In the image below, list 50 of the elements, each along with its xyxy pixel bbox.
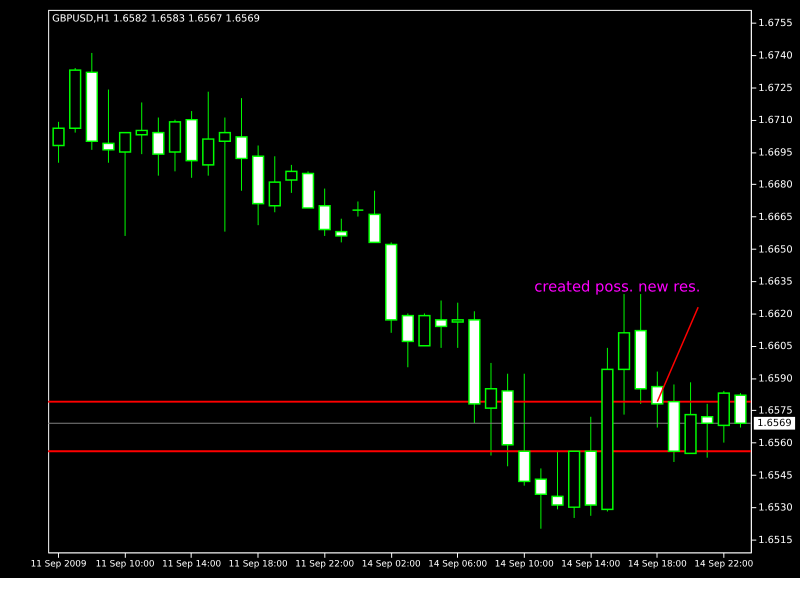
x-tick-label: 11 Sep 22:00	[295, 560, 355, 570]
candlestick	[551, 450, 564, 510]
x-tick-label: 11 Sep 14:00	[162, 560, 222, 570]
y-tick-label: 1.6650	[758, 244, 793, 256]
y-tick-label: 1.6725	[758, 82, 793, 94]
x-tick-label: 14 Sep 06:00	[428, 560, 488, 570]
x-tick-label: 11 Sep 10:00	[96, 560, 155, 570]
candlestick	[335, 218, 348, 243]
candlestick	[484, 362, 498, 456]
y-tick-label: 1.6620	[758, 308, 793, 320]
candlestick	[352, 200, 364, 218]
x-tick-label: 11 Sep 18:00	[228, 560, 288, 570]
x-tick-label: 14 Sep 02:00	[362, 560, 422, 570]
candlestick	[651, 371, 664, 428]
candlestick	[235, 98, 248, 192]
candlestick	[452, 302, 464, 348]
y-tick-label: 1.6635	[758, 276, 793, 288]
candlestick	[102, 89, 115, 164]
y-tick-label: 1.6755	[758, 18, 793, 30]
y-tick-label: 1.6695	[758, 147, 793, 158]
y-tick-label: 1.6605	[758, 341, 793, 352]
candlestick	[136, 102, 148, 155]
x-tick-label: 14 Sep 14:00	[561, 560, 621, 570]
chart-title: GBPUSD,H1 1.6582 1.6583 1.6567 1.6569	[52, 14, 260, 25]
y-tick-label: 1.6740	[758, 50, 793, 62]
candlestick	[534, 468, 548, 530]
y-tick-label: 1.6590	[758, 373, 793, 384]
y-tick-label: 1.6680	[758, 180, 793, 191]
x-tick-label: 14 Sep 22:00	[694, 560, 754, 570]
y-tick-label: 1.6665	[758, 212, 793, 223]
candlestick	[701, 403, 714, 458]
x-tick-label: 14 Sep 18:00	[628, 560, 688, 570]
candlestick	[118, 132, 132, 236]
ref-line-label: 1.6569	[757, 418, 792, 430]
y-tick-label: 1.6710	[758, 115, 793, 126]
candlestick	[218, 117, 232, 232]
y-tick-label: 1.6560	[758, 438, 793, 450]
candlestick	[285, 164, 298, 194]
candlestick	[434, 300, 448, 348]
y-tick-label: 1.6545	[758, 470, 793, 482]
x-tick-label: 11 Sep 2009	[30, 560, 87, 570]
candlestick	[152, 117, 164, 176]
annotation: created poss. new res.	[534, 278, 700, 296]
y-tick-label: 1.6575	[758, 406, 793, 417]
y-tick-label: 1.6515	[758, 534, 793, 546]
candlestick	[268, 156, 281, 213]
x-tick-label: 14 Sep 10:00	[494, 560, 554, 570]
y-tick-label: 1.6530	[758, 502, 793, 514]
candlestick	[52, 121, 65, 164]
candlestick	[318, 188, 331, 236]
